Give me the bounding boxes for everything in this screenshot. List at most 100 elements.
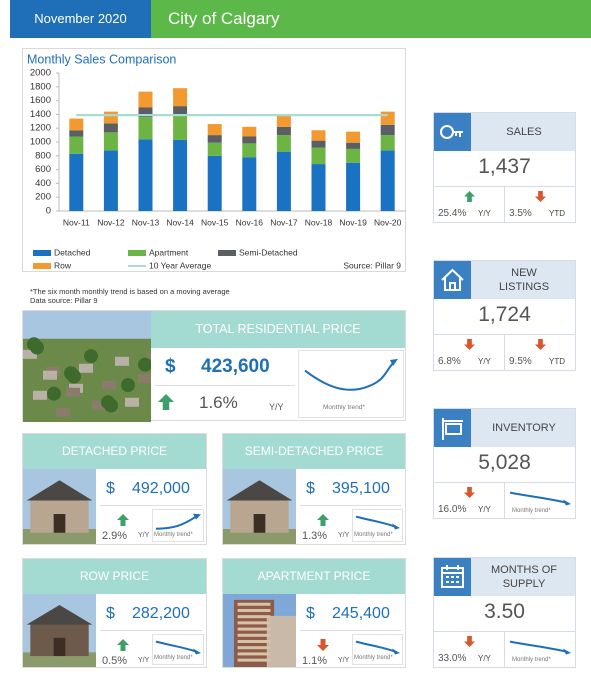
- photo-roof: [115, 356, 129, 366]
- y-tick-label: 200: [35, 192, 51, 203]
- stats-card: NEW LISTINGS 1,724 6.8% Y/Y 9.5% YTD: [433, 260, 576, 371]
- photo-roof: [26, 480, 93, 501]
- period: Y/Y: [338, 532, 350, 539]
- bar-segment: [103, 111, 118, 124]
- change-arrow: [464, 636, 475, 647]
- y-tick-label: 600: [35, 164, 51, 175]
- panel-header: TOTAL RESIDENTIAL PRICE: [151, 311, 405, 348]
- photo-windows: [237, 627, 271, 631]
- bar-segment: [69, 136, 84, 154]
- photo-windows: [237, 615, 271, 619]
- photo-roof: [66, 387, 80, 397]
- change-arrow: [117, 514, 129, 526]
- trend-path: [355, 515, 396, 528]
- trend-line: [155, 513, 201, 530]
- divider: [504, 186, 505, 223]
- card-value: 5,028: [478, 451, 531, 474]
- bar-segment: [276, 151, 291, 211]
- y-tick-label: 800: [35, 150, 51, 161]
- bar-segment: [311, 147, 326, 165]
- trend-label: Monthly trend*: [354, 655, 393, 661]
- trend-label: Monthly trend*: [512, 657, 551, 663]
- trend-path: [155, 640, 197, 653]
- icon-bg: [434, 409, 471, 447]
- legend-swatch: [33, 250, 51, 256]
- change: 6.8%: [438, 356, 461, 367]
- photo-ground: [23, 652, 96, 667]
- divider: [504, 482, 505, 519]
- price: 282,200: [132, 605, 190, 622]
- period: Y/Y: [138, 532, 150, 539]
- period: YTD: [549, 209, 565, 218]
- price-panel: DETACHED PRICE $492,000 2.9% Y/Y Monthly tre…: [22, 433, 207, 545]
- price: 245,400: [332, 605, 390, 622]
- bar-segment: [380, 111, 395, 125]
- card-header: SALES: [434, 113, 575, 151]
- trend-path: [509, 640, 567, 653]
- legend-label: Apartment: [149, 247, 189, 257]
- trend-arrowhead: [390, 358, 398, 367]
- bar-segment: [242, 126, 257, 137]
- price-panel: SEMI-DETACHED PRICE $395,100 1.3% Y/Y Monthl…: [222, 433, 406, 545]
- arrow-shape: [464, 636, 475, 647]
- bar-segment: [346, 142, 361, 149]
- note: *The six month monthly trend is based on…: [30, 287, 230, 296]
- trend-path: [304, 362, 394, 391]
- photo-roof: [79, 363, 93, 373]
- legend-swatch: [33, 263, 51, 269]
- bar-segment: [380, 135, 395, 151]
- change: 9.5%: [509, 356, 532, 367]
- arrow-shape: [464, 339, 475, 350]
- icon-part: [442, 418, 463, 440]
- photo-tree: [30, 340, 44, 355]
- photo: [23, 469, 96, 544]
- chart-title: Monthly Sales Comparison: [27, 52, 176, 66]
- photo-door: [253, 514, 266, 533]
- icon-part: [441, 567, 464, 588]
- photo-windows: [237, 633, 271, 637]
- trend-arrowhead: [193, 513, 201, 520]
- note: Data source: Pillar 9: [30, 296, 98, 305]
- trend-path: [355, 640, 396, 653]
- chart-source: Source: Pillar 9: [343, 260, 401, 270]
- x-tick-label: Nov-18: [305, 217, 333, 227]
- y-tick-label: 0: [46, 206, 51, 217]
- bar-segment: [138, 117, 153, 140]
- header-date: November 2020: [10, 0, 151, 38]
- change-arrow: [158, 394, 174, 410]
- photo-windows: [237, 602, 271, 606]
- divider: [504, 631, 505, 668]
- bar-segment: [207, 124, 222, 136]
- x-tick-label: Nov-16: [236, 217, 264, 227]
- icon-bg: [434, 261, 471, 299]
- bar-segment: [276, 126, 291, 136]
- bar-segment: [242, 143, 257, 158]
- photo-door: [53, 514, 66, 533]
- arrow-shape: [117, 639, 129, 651]
- arrow-shape: [535, 339, 546, 350]
- x-tick-label: Nov-13: [132, 217, 160, 227]
- photo-building: [266, 615, 296, 667]
- bar-segment: [311, 164, 326, 211]
- currency: $: [306, 480, 315, 497]
- trend-path: [509, 491, 567, 504]
- photo-windows: [237, 621, 271, 625]
- stats-card: SALES 1,437 25.4% Y/Y 3.5% YTD: [433, 112, 576, 223]
- y-tick-label: 2000: [30, 68, 51, 79]
- stats-card: MONTHS OF SUPPLY 3.50 33.0% Y/Y Monthly tren…: [433, 557, 576, 668]
- photo-windows: [237, 658, 271, 662]
- trend-line: [355, 640, 400, 655]
- divider: [300, 630, 401, 631]
- card-value: 1,437: [478, 155, 531, 178]
- trend-line: [509, 491, 571, 506]
- card-icon: [434, 409, 471, 447]
- photo-roof: [92, 400, 106, 410]
- period: Y/Y: [478, 357, 491, 366]
- arrow-shape: [464, 191, 475, 202]
- card-icon: [434, 558, 471, 596]
- x-tick-label: Nov-20: [374, 217, 402, 227]
- change: 3.5%: [509, 208, 532, 219]
- price-panel: ROW PRICE $282,200 0.5% Y/Y Monthly trend*: [22, 558, 207, 668]
- card-header: NEW LISTINGS: [434, 261, 575, 299]
- photo-roof: [226, 480, 293, 501]
